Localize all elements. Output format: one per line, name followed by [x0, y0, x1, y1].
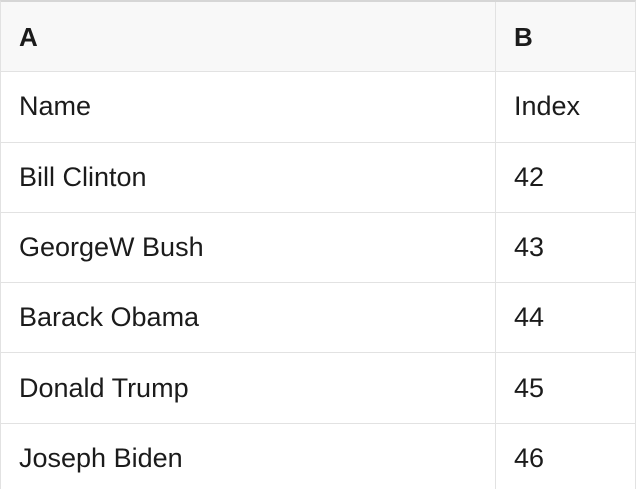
table-row: Name Index	[1, 72, 635, 143]
table-row: GeorgeW Bush 43	[1, 212, 635, 284]
table-body: Name Index Bill Clinton 42 GeorgeW Bush …	[1, 72, 635, 489]
column-header-b[interactable]: B	[514, 21, 533, 52]
table-row: Donald Trump 45	[1, 353, 635, 424]
cell-name[interactable]: Barack Obama	[1, 283, 496, 353]
cell-index[interactable]: Index	[514, 91, 581, 122]
table-row: Bill Clinton 42	[1, 142, 635, 213]
table-row: Joseph Biden 46	[1, 423, 635, 489]
table-row: Barack Obama 44	[1, 283, 635, 354]
column-header-row: A B	[1, 2, 635, 73]
cell-name[interactable]: Name	[1, 72, 496, 142]
cell-name[interactable]: GeorgeW Bush	[1, 212, 496, 283]
cell-index[interactable]: 45	[514, 372, 545, 403]
cell-index[interactable]: 44	[514, 302, 545, 333]
column-header-a[interactable]: A	[1, 2, 496, 72]
cell-index[interactable]: 46	[514, 442, 545, 473]
cell-name[interactable]: Donald Trump	[1, 353, 496, 423]
cell-name[interactable]: Bill Clinton	[1, 142, 496, 212]
cell-name[interactable]: Joseph Biden	[1, 423, 496, 489]
cell-index[interactable]: 43	[514, 232, 545, 263]
cell-index[interactable]: 42	[514, 161, 545, 192]
